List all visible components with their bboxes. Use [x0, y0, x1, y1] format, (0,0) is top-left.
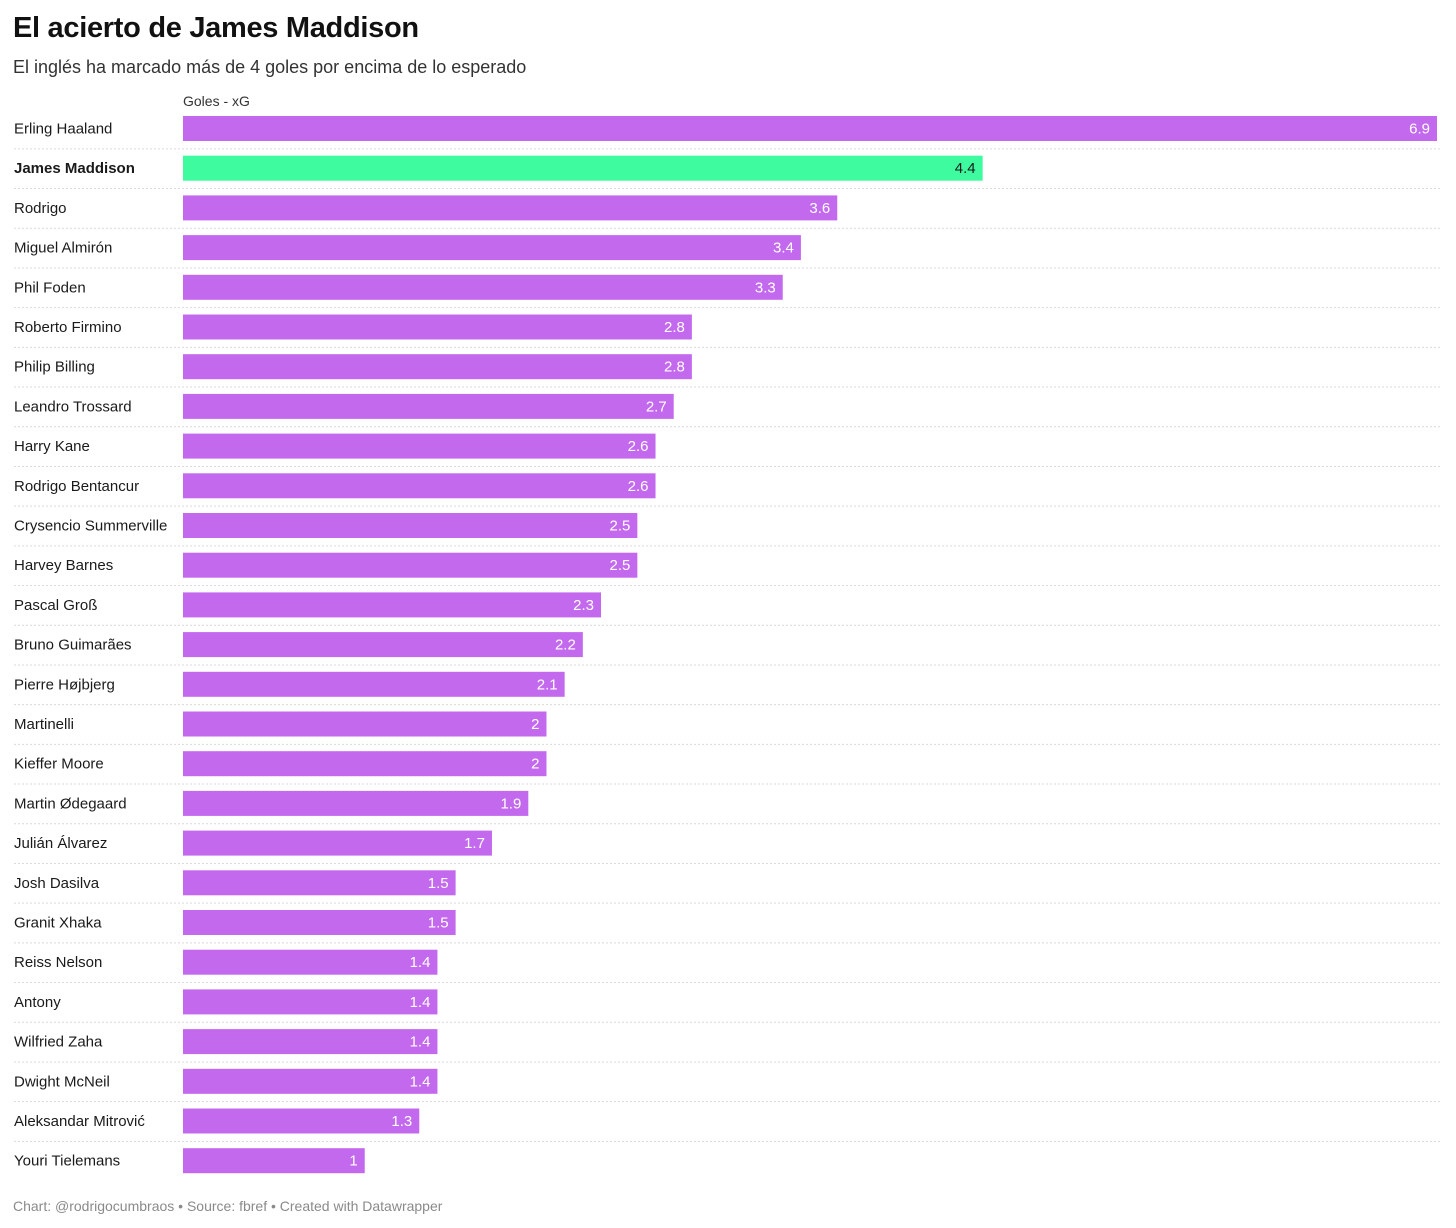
bar-value-label: 3.6 [809, 200, 830, 217]
bar-value-label: 2.7 [646, 398, 667, 415]
bar-value-label: 2.1 [537, 676, 558, 693]
bar [183, 116, 1437, 141]
bar-value-label: 1.5 [428, 875, 449, 892]
bar [183, 274, 783, 300]
bar-value-label: 1.4 [410, 954, 431, 971]
bar [183, 473, 656, 499]
bar-value-label: 2 [531, 756, 539, 773]
bar [183, 552, 638, 578]
bar-value-label: 3.3 [755, 279, 776, 296]
bar [183, 1148, 365, 1174]
row-label: Josh Dasilva [14, 875, 100, 892]
bar-value-label: 1.4 [410, 1073, 431, 1090]
bar-value-label: 1.4 [410, 1034, 431, 1051]
bar [183, 513, 638, 538]
row-label: Crysencio Summerville [14, 518, 167, 535]
bar [183, 354, 692, 380]
bar [183, 870, 456, 896]
row-label: Philip Billing [14, 359, 95, 376]
bar-value-label: 3.4 [773, 240, 794, 257]
bar [183, 830, 492, 856]
bar-value-label: 2.2 [555, 637, 576, 654]
row-label: Aleksandar Mitrović [14, 1113, 145, 1130]
bar [183, 1108, 420, 1134]
bar-value-label: 1.3 [391, 1113, 412, 1130]
chart-subtitle: El inglés ha marcado más de 4 goles por … [13, 57, 527, 77]
bar-chart: Erling Haaland 6.9 James Maddison 4.4 Rodrig… [14, 116, 1442, 1174]
bar [183, 751, 547, 777]
bar [183, 235, 801, 261]
bar [183, 910, 456, 935]
row-label: Harvey Barnes [14, 557, 113, 574]
bar [183, 671, 565, 697]
row-label: Phil Foden [14, 279, 86, 296]
bar-value-label: 6.9 [1409, 121, 1430, 138]
row-label: Antony [14, 994, 61, 1011]
bar-value-label: 2.3 [573, 597, 594, 614]
bar [183, 949, 438, 975]
row-label: Harry Kane [14, 438, 90, 455]
bar [183, 989, 438, 1015]
bar-value-label: 2.6 [628, 478, 649, 495]
bar [183, 632, 583, 658]
row-label: Miguel Almirón [14, 240, 112, 257]
bar [183, 195, 838, 221]
bar [183, 1068, 438, 1094]
bar-value-label: 2.5 [609, 518, 630, 535]
row-label: Martinelli [14, 716, 74, 733]
row-label: Martin Ødegaard [14, 795, 127, 812]
value-column-header: Goles - xG [183, 93, 250, 109]
row-label: Dwight McNeil [14, 1073, 110, 1090]
row-label: Rodrigo Bentancur [14, 478, 139, 495]
row-label: Bruno Guimarães [14, 637, 132, 654]
bar [183, 711, 547, 737]
bar-value-label: 1.9 [500, 795, 521, 812]
bar-value-label: 1.5 [428, 915, 449, 932]
bar [183, 592, 601, 618]
row-label: James Maddison [14, 160, 135, 177]
bar-value-label: 2.8 [664, 359, 685, 376]
bar [183, 393, 674, 419]
bar-value-label: 2.6 [628, 438, 649, 455]
bar-value-label: 1.4 [410, 994, 431, 1011]
row-label: Wilfried Zaha [14, 1034, 103, 1051]
row-label: Erling Haaland [14, 121, 112, 138]
row-label: Leandro Trossard [14, 398, 132, 415]
row-label: Reiss Nelson [14, 954, 102, 971]
chart-title: El acierto de James Maddison [13, 12, 419, 44]
bar-value-label: 2 [531, 716, 539, 733]
row-label: Rodrigo [14, 200, 67, 217]
bar [183, 790, 529, 816]
chart-footer: Chart: @rodrigocumbraos • Source: fbref … [13, 1198, 443, 1214]
row-label: Roberto Firmino [14, 319, 122, 336]
bar [183, 433, 656, 459]
highlight-bar [183, 155, 983, 181]
row-label: Pierre Højbjerg [14, 676, 115, 693]
bar-value-label: 2.8 [664, 319, 685, 336]
bar-value-label: 1 [349, 1153, 357, 1170]
row-label: Granit Xhaka [14, 915, 102, 932]
row-label: Julián Álvarez [14, 835, 107, 852]
row-label: Pascal Groß [14, 597, 97, 614]
row-label: Kieffer Moore [14, 756, 104, 773]
bar [183, 1029, 438, 1055]
bar-value-label: 2.5 [609, 557, 630, 574]
bar [183, 314, 692, 340]
bar-value-label: 1.7 [464, 835, 485, 852]
bar-value-label: 4.4 [955, 160, 976, 177]
row-label: Youri Tielemans [14, 1153, 120, 1170]
